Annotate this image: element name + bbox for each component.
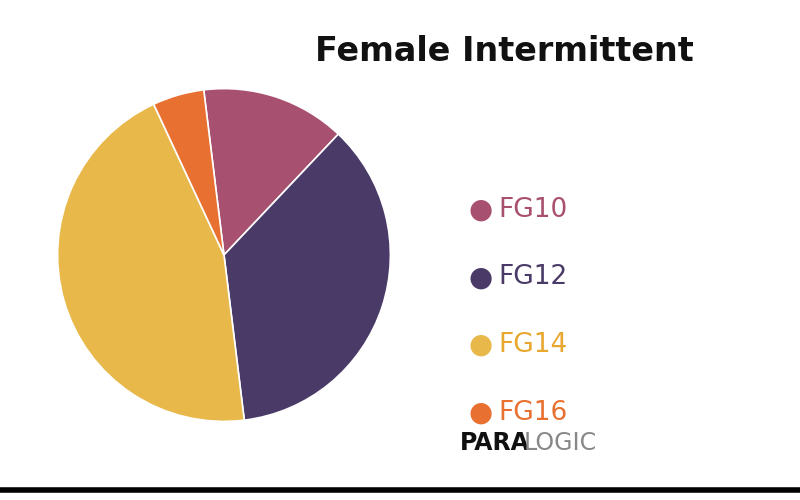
Text: ●: ● bbox=[468, 398, 492, 426]
Wedge shape bbox=[204, 88, 338, 255]
Text: ●: ● bbox=[468, 331, 492, 359]
Wedge shape bbox=[58, 104, 244, 422]
Text: LOGIC: LOGIC bbox=[524, 430, 597, 454]
Text: ●: ● bbox=[468, 264, 492, 291]
Text: FG10: FG10 bbox=[498, 197, 568, 223]
Wedge shape bbox=[224, 134, 390, 420]
Text: ●: ● bbox=[468, 196, 492, 224]
Text: Female Intermittent: Female Intermittent bbox=[314, 35, 694, 68]
Wedge shape bbox=[154, 90, 224, 255]
Text: FG12: FG12 bbox=[498, 264, 568, 290]
Text: FG14: FG14 bbox=[498, 332, 568, 358]
Text: PARA: PARA bbox=[460, 430, 530, 454]
Text: FG16: FG16 bbox=[498, 400, 568, 425]
